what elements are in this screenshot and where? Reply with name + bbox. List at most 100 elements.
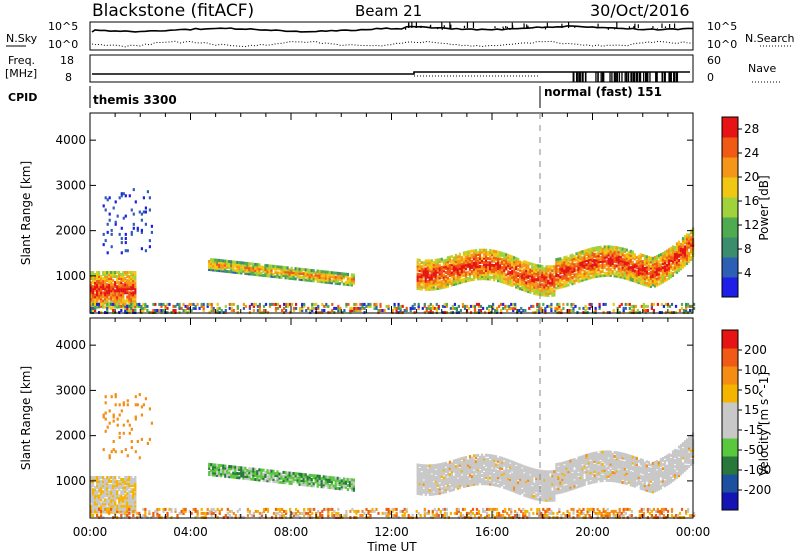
heatmap-cell bbox=[689, 305, 691, 308]
heatmap-cell bbox=[686, 233, 688, 236]
heatmap-cell bbox=[124, 303, 126, 306]
heatmap-cell bbox=[670, 271, 672, 274]
heatmap-cell bbox=[197, 303, 199, 306]
heatmap-cell bbox=[569, 254, 571, 257]
beam-label: Beam 21 bbox=[355, 2, 422, 20]
heatmap-cell bbox=[535, 278, 537, 281]
heatmap-cell bbox=[598, 246, 600, 249]
cpid-label: CPID bbox=[8, 91, 37, 104]
heatmap-cell bbox=[551, 288, 553, 291]
heatmap-cell bbox=[343, 309, 345, 312]
noise-right-label: N.Search bbox=[745, 32, 795, 45]
heatmap-cell bbox=[493, 455, 495, 458]
heatmap-cell bbox=[648, 276, 650, 279]
heatmap-cell bbox=[410, 307, 412, 310]
heatmap-cell bbox=[493, 473, 495, 476]
heatmap-cell bbox=[488, 305, 490, 308]
heatmap-cell bbox=[125, 237, 127, 240]
heatmap-cell bbox=[129, 194, 131, 197]
heatmap-cell bbox=[323, 481, 325, 484]
heatmap-cell bbox=[503, 458, 505, 461]
heatmap-cell bbox=[616, 246, 618, 249]
heatmap-cell bbox=[145, 223, 147, 226]
heatmap-cell bbox=[433, 493, 435, 496]
heatmap-cell bbox=[349, 307, 351, 310]
heatmap-cell bbox=[465, 271, 467, 274]
heatmap-cell bbox=[506, 305, 508, 308]
heatmap-cell bbox=[491, 469, 493, 472]
heatmap-cell bbox=[100, 502, 102, 505]
heatmap-cell bbox=[612, 246, 614, 249]
heatmap-cell bbox=[511, 270, 513, 273]
heatmap-cell bbox=[495, 463, 497, 466]
heatmap-cell bbox=[502, 307, 504, 310]
heatmap-cell bbox=[208, 260, 210, 263]
heatmap-cell bbox=[470, 305, 472, 308]
heatmap-cell bbox=[379, 309, 381, 312]
heatmap-cell bbox=[285, 303, 287, 306]
heatmap-cell bbox=[608, 258, 610, 261]
heatmap-cell bbox=[158, 309, 160, 312]
heatmap-cell bbox=[555, 258, 557, 261]
heatmap-cell bbox=[606, 260, 608, 263]
noise-search-trace bbox=[92, 41, 693, 47]
heatmap-cell bbox=[271, 303, 273, 306]
heatmap-cell bbox=[684, 235, 686, 238]
heatmap-cell bbox=[151, 225, 153, 228]
heatmap-cell bbox=[199, 307, 201, 310]
heatmap-cell bbox=[325, 476, 327, 479]
heatmap-cell bbox=[110, 271, 112, 274]
heatmap-cell bbox=[119, 436, 121, 439]
heatmap-cell bbox=[489, 460, 491, 463]
heatmap-cell bbox=[557, 274, 559, 277]
heatmap-cell bbox=[491, 454, 493, 457]
heatmap-cell bbox=[100, 303, 102, 306]
heatmap-cell bbox=[337, 487, 339, 490]
heatmap-cell bbox=[251, 303, 253, 306]
heatmap-cell bbox=[143, 211, 145, 214]
heatmap-cell bbox=[121, 241, 123, 244]
heatmap-cell bbox=[319, 270, 321, 273]
heatmap-cell bbox=[123, 432, 125, 435]
heatmap-cell bbox=[449, 485, 451, 488]
heatmap-cell bbox=[98, 476, 100, 479]
heatmap-cell bbox=[105, 401, 107, 404]
heatmap-cell bbox=[449, 278, 451, 281]
heatmap-cell bbox=[412, 305, 414, 308]
heatmap-cell bbox=[632, 251, 634, 254]
heatmap-cell bbox=[558, 303, 560, 306]
heatmap-cell bbox=[678, 241, 680, 244]
heatmap-cell bbox=[219, 307, 221, 310]
heatmap-cell bbox=[431, 474, 433, 477]
heatmap-cell bbox=[303, 268, 305, 271]
heatmap-cell bbox=[345, 281, 347, 284]
heatmap-cell bbox=[107, 198, 109, 201]
heatmap-cell bbox=[503, 470, 505, 473]
heatmap-cell bbox=[132, 309, 134, 312]
heatmap-cell bbox=[149, 407, 151, 410]
heatmap-cell bbox=[619, 305, 621, 308]
heatmap-cell bbox=[260, 469, 262, 472]
heatmap-cell bbox=[483, 466, 485, 469]
heatmap-cell bbox=[441, 280, 443, 283]
heatmap-cell bbox=[230, 260, 232, 263]
heatmap-cell bbox=[469, 250, 471, 253]
heatmap-cell bbox=[349, 277, 351, 280]
heatmap-cell bbox=[678, 259, 680, 262]
heatmap-cell bbox=[539, 265, 541, 268]
heatmap-cell bbox=[125, 448, 127, 451]
heatmap-cell bbox=[107, 223, 109, 226]
heatmap-cell bbox=[602, 274, 604, 277]
heatmap-cell bbox=[467, 251, 469, 254]
heatmap-cell bbox=[121, 450, 123, 453]
heatmap-cell bbox=[307, 476, 309, 479]
heatmap-cell bbox=[154, 309, 156, 312]
heatmap-cell bbox=[151, 231, 153, 234]
heatmap-cell bbox=[455, 459, 457, 462]
heatmap-cell bbox=[485, 454, 487, 457]
heatmap-cell bbox=[464, 305, 466, 308]
heatmap-cell bbox=[636, 256, 638, 259]
heatmap-cell bbox=[636, 270, 638, 273]
heatmap-cell bbox=[299, 268, 301, 271]
